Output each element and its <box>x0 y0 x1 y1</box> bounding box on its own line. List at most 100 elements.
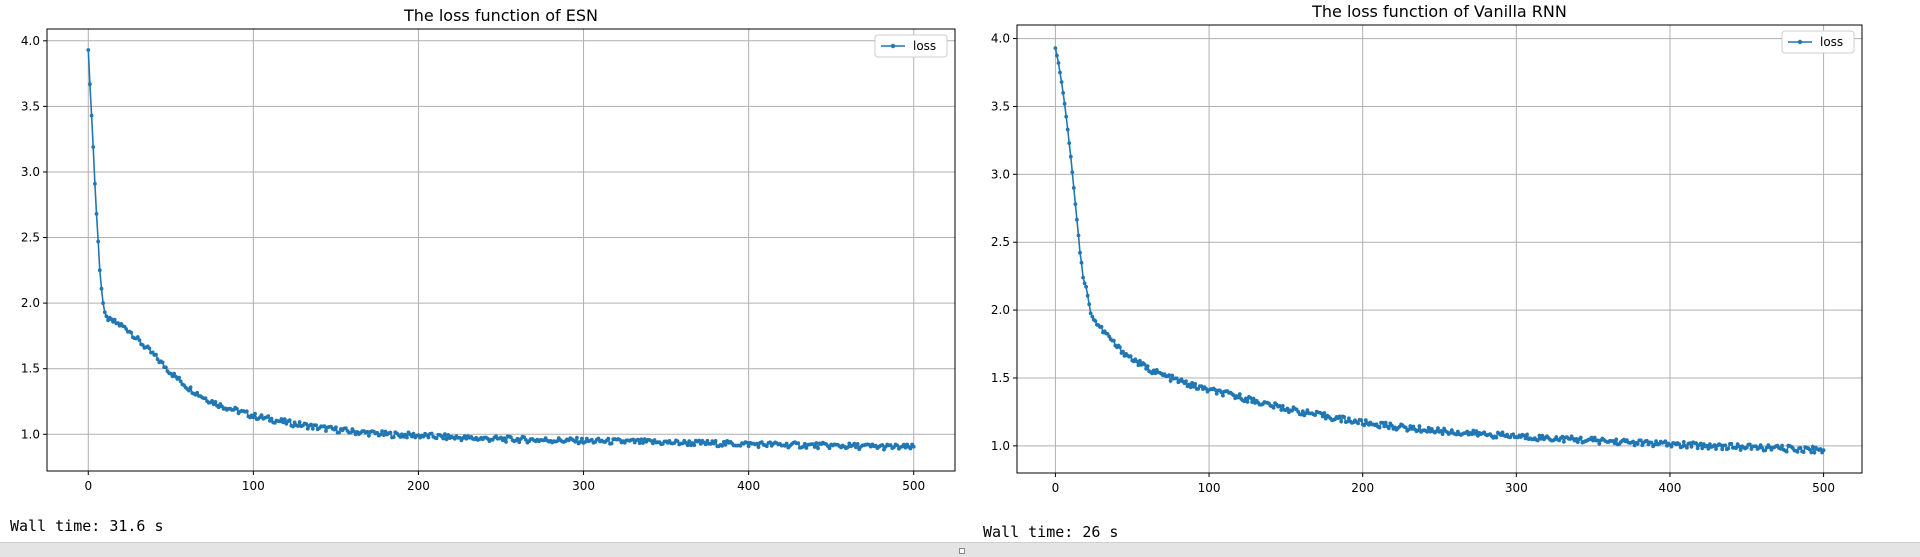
loss-point <box>609 441 614 446</box>
loss-point <box>1236 395 1241 400</box>
loss-point <box>1448 431 1453 435</box>
loss-point <box>1204 386 1208 391</box>
loss-point <box>685 443 690 448</box>
loss-point <box>210 399 215 403</box>
loss-point <box>446 433 451 437</box>
loss-point <box>1214 391 1219 396</box>
loss-point <box>502 436 507 441</box>
loss-point <box>855 442 860 446</box>
loss-point <box>1737 444 1741 449</box>
loss-point <box>606 436 611 441</box>
loss-point <box>1337 414 1342 419</box>
loss-point <box>1153 371 1158 376</box>
loss-point <box>1535 438 1540 443</box>
loss-point <box>314 423 318 428</box>
loss-point <box>89 113 94 118</box>
y-tick-label: 1.5 <box>21 362 40 376</box>
loss-point <box>1342 415 1347 419</box>
loss-point <box>816 446 820 451</box>
loss-point <box>1090 314 1095 319</box>
loss-point <box>1760 445 1764 450</box>
loss-point <box>1416 428 1420 433</box>
loss-point <box>1065 127 1070 132</box>
x-tick-label: 300 <box>572 479 595 493</box>
loss-point <box>1704 443 1709 448</box>
loss-point <box>1589 435 1594 440</box>
loss-point <box>86 48 91 52</box>
loss-point <box>1476 433 1480 438</box>
y-tick-label: 2.5 <box>21 231 40 245</box>
loss-point <box>1663 439 1668 444</box>
x-tick-label: 200 <box>407 479 430 493</box>
loss-point <box>378 432 383 437</box>
loss-point <box>1386 426 1391 431</box>
loss-point <box>903 445 908 450</box>
loss-point <box>908 446 913 451</box>
loss-point <box>1356 421 1360 426</box>
loss-point <box>1700 446 1705 451</box>
loss-point <box>1244 396 1248 401</box>
loss-point <box>1562 439 1566 444</box>
y-tick-label: 3.5 <box>21 99 40 113</box>
x-tick-label: 0 <box>84 479 92 493</box>
loss-point <box>1812 450 1817 455</box>
splitter-handle[interactable] <box>959 548 965 554</box>
loss-point <box>296 424 300 428</box>
loss-point <box>723 443 728 447</box>
y-tick-label: 3.0 <box>21 165 40 179</box>
loss-point <box>1380 420 1385 425</box>
x-tick-label: 400 <box>737 479 760 493</box>
loss-point <box>575 435 579 440</box>
loss-point <box>405 435 409 440</box>
loss-point <box>1821 448 1826 453</box>
loss-point <box>1075 217 1079 222</box>
loss-point <box>880 443 885 447</box>
x-tick-label: 500 <box>1812 481 1835 495</box>
loss-point <box>804 446 809 450</box>
loss-point <box>1540 433 1545 438</box>
loss-point <box>1167 373 1171 377</box>
loss-point <box>1237 392 1242 397</box>
loss-point <box>297 420 302 424</box>
loss-point <box>1425 429 1430 434</box>
loss-point <box>764 444 769 449</box>
loss-point <box>1231 393 1236 398</box>
loss-point <box>1695 446 1700 451</box>
loss-point <box>1319 411 1324 416</box>
plot-frame <box>1016 24 1863 474</box>
loss-point <box>1522 433 1526 438</box>
loss-point <box>703 442 708 447</box>
loss-point <box>337 430 342 435</box>
walltime-rnn-output: Wall time: 26 s <box>983 523 1119 541</box>
loss-point <box>1809 450 1814 455</box>
loss-point <box>1680 444 1685 449</box>
loss-point <box>1059 80 1064 84</box>
x-tick-label: 100 <box>242 479 265 493</box>
loss-point <box>698 442 703 446</box>
loss-point <box>578 440 583 444</box>
loss-point <box>305 426 310 431</box>
loss-point <box>1084 284 1088 289</box>
loss-point <box>381 433 386 437</box>
loss-point <box>1199 384 1204 388</box>
loss-point <box>1449 428 1454 432</box>
loss-point <box>745 440 749 445</box>
loss-point <box>93 181 97 186</box>
loss-point <box>1652 442 1657 447</box>
loss-point <box>852 441 857 446</box>
loss-point <box>1303 411 1308 416</box>
loss-point <box>279 417 284 421</box>
loss-point <box>443 432 447 436</box>
loss-point <box>1578 435 1583 440</box>
loss-point <box>1681 440 1686 444</box>
loss-point <box>1087 302 1092 307</box>
loss-point <box>1323 416 1328 421</box>
loss-point <box>637 441 642 445</box>
loss-point <box>589 437 594 442</box>
loss-point <box>154 352 158 357</box>
loss-point <box>1079 260 1084 265</box>
loss-point <box>1638 438 1643 443</box>
loss-point <box>1698 441 1703 446</box>
loss-point <box>1411 424 1416 429</box>
loss-point <box>515 436 520 441</box>
